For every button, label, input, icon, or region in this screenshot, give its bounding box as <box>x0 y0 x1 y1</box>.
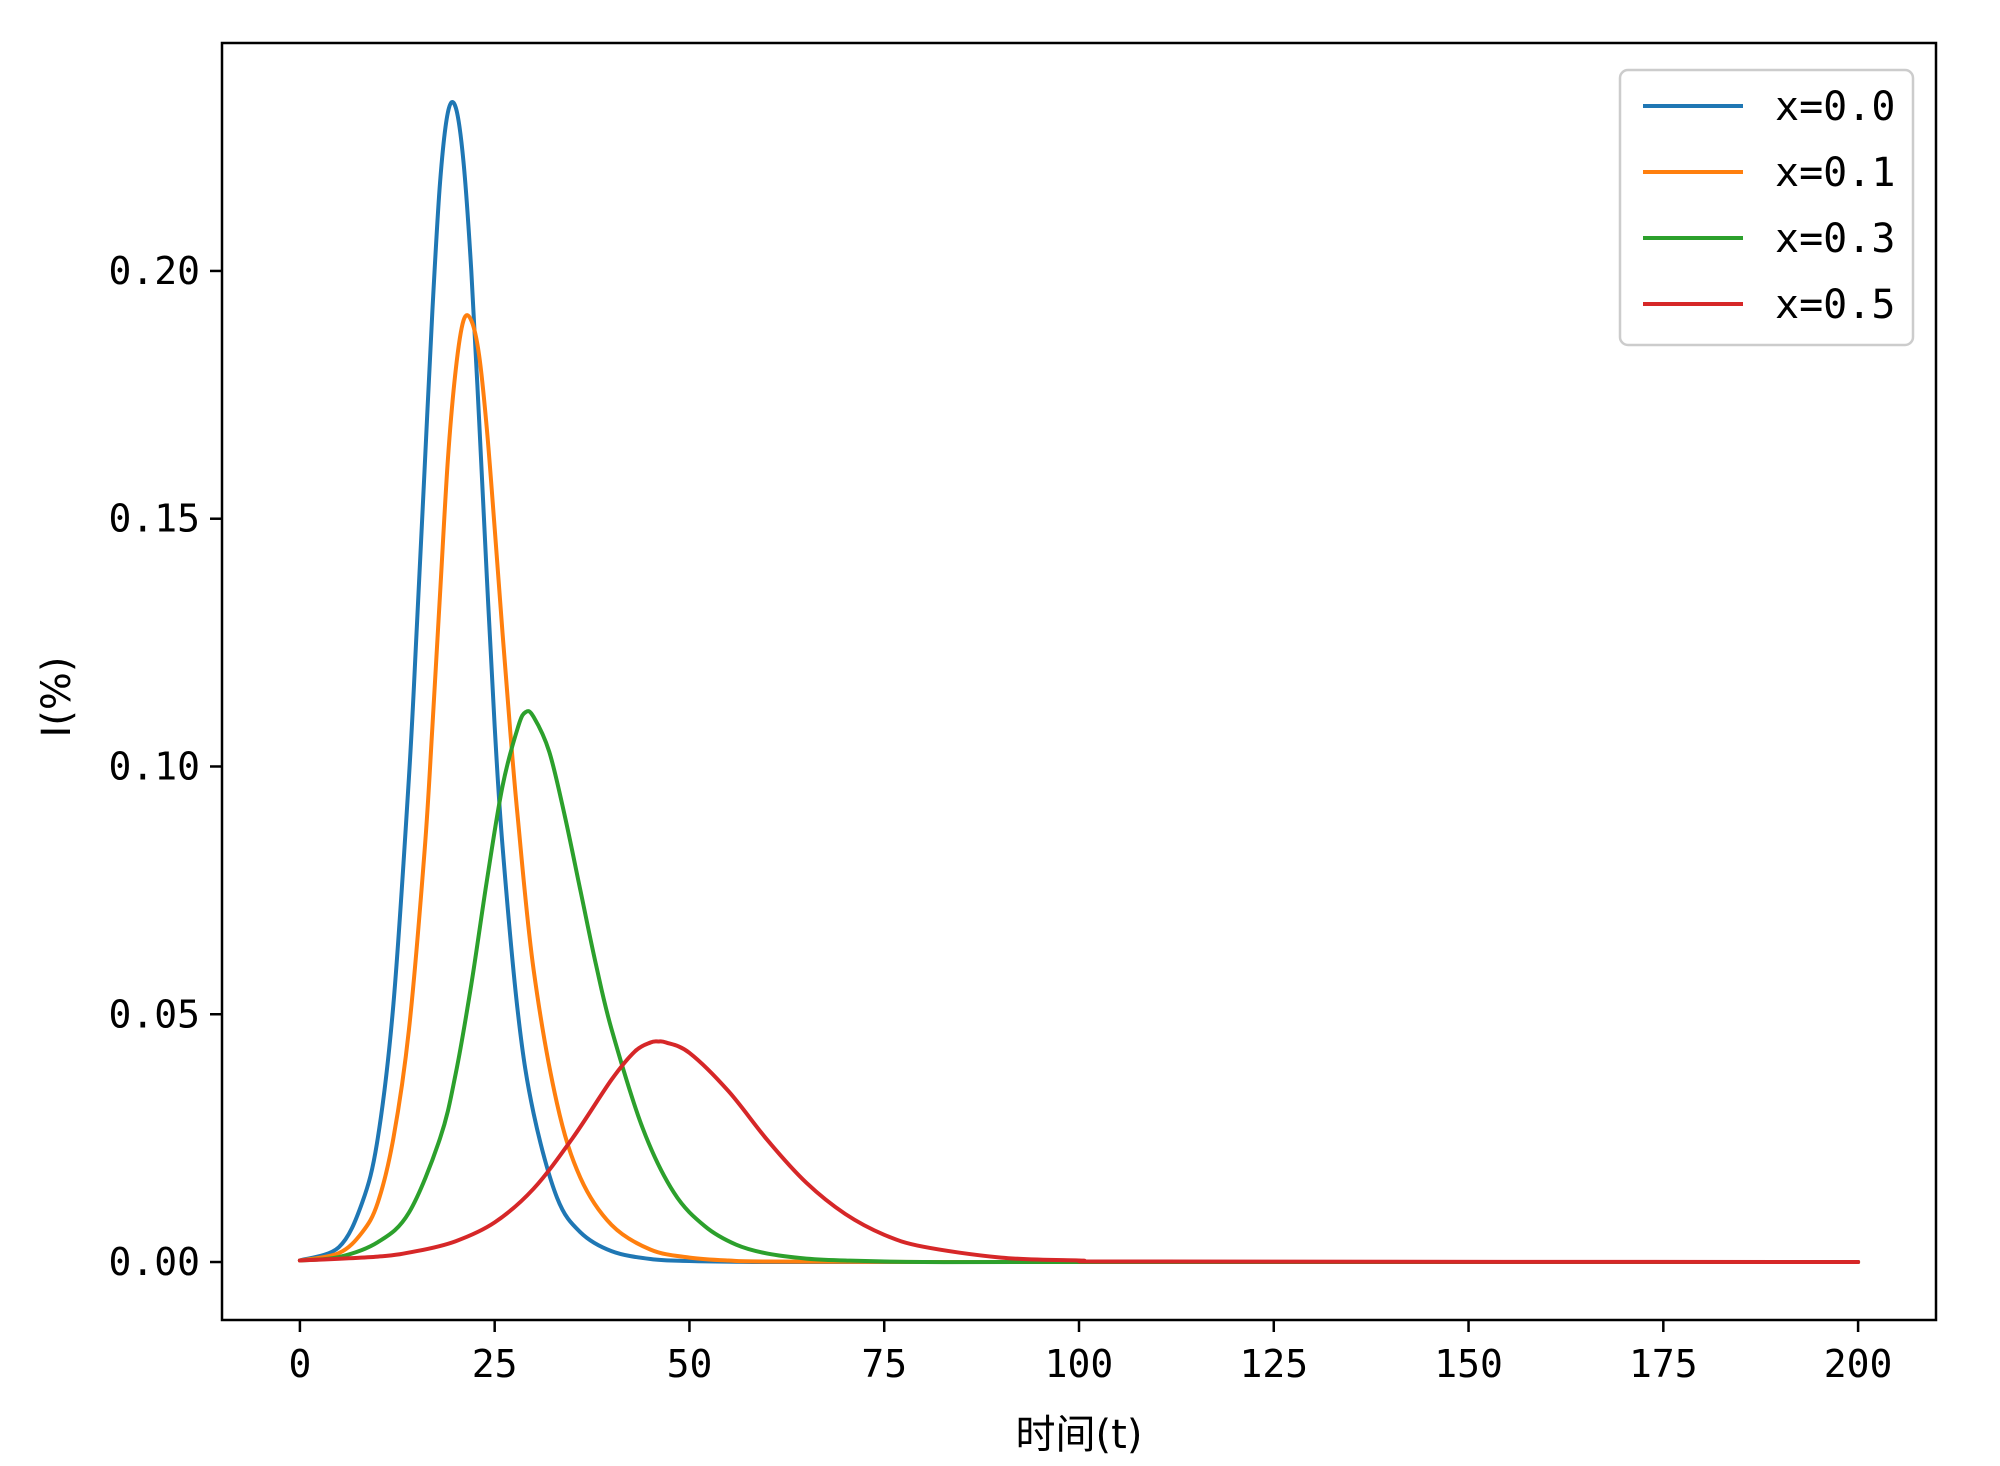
x-tick-label: 75 <box>861 1342 907 1386</box>
x-tick-label: 25 <box>472 1342 518 1386</box>
y-axis: 0.00 0.05 0.10 0.15 0.20 <box>108 249 222 1284</box>
x-tick-label: 200 <box>1824 1342 1893 1386</box>
legend-label: x=0.0 <box>1775 84 1895 130</box>
x-axis: 0 25 50 75 100 125 150 175 200 <box>288 1320 1892 1386</box>
legend-box <box>1618 68 1915 347</box>
y-tick-label: 0.10 <box>108 744 200 788</box>
y-tick-label: 0.20 <box>108 249 200 293</box>
series-line-2 <box>297 709 1861 1265</box>
y-tick-label: 0.00 <box>108 1240 200 1284</box>
series-line-3 <box>297 1039 1861 1264</box>
legend-label: x=0.1 <box>1775 150 1895 196</box>
legend-label: x=0.3 <box>1775 216 1895 262</box>
x-tick-label: 50 <box>667 1342 713 1386</box>
series-line-1 <box>297 313 1861 1265</box>
x-tick-label: 175 <box>1629 1342 1698 1386</box>
x-tick-label: 0 <box>288 1342 311 1386</box>
x-tick-label: 100 <box>1045 1342 1114 1386</box>
legend-items: x=0.0 x=0.1 x=0.3 x=0.5 <box>1643 84 1895 328</box>
y-tick-label: 0.05 <box>108 992 200 1036</box>
x-axis-label: 时间(t) <box>1016 1412 1143 1458</box>
legend-label: x=0.5 <box>1775 282 1895 328</box>
x-tick-label: 150 <box>1434 1342 1503 1386</box>
y-axis-label: I(%) <box>34 656 80 737</box>
legend: x=0.0 x=0.1 x=0.3 x=0.5 <box>1618 68 1915 347</box>
x-tick-label: 125 <box>1239 1342 1308 1386</box>
y-tick-label: 0.15 <box>108 497 200 541</box>
series-layer <box>297 100 1861 1265</box>
